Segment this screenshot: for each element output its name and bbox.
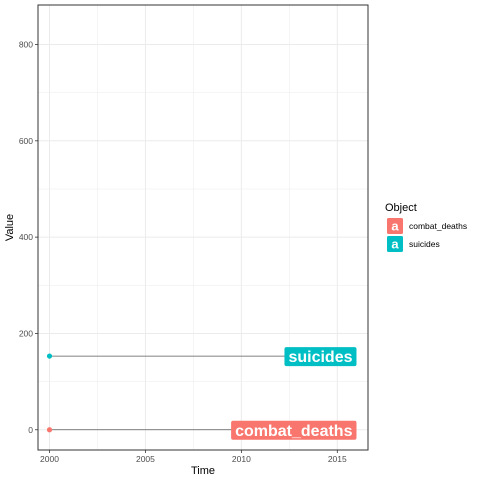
axes: 2000 2005 2010 2015 0 200 400 600 800: [19, 39, 347, 464]
legend-label-suicides: suicides: [409, 239, 440, 249]
legend-key-suicides: [387, 236, 403, 252]
y-tick-label: 200: [19, 328, 33, 338]
data-layer: combat_deaths suicides: [46, 347, 357, 440]
x-tick-label: 2000: [40, 454, 59, 464]
y-tick-label: 600: [19, 136, 33, 146]
x-tick-label: 2005: [136, 454, 155, 464]
legend-key-combat_deaths: [387, 218, 403, 234]
y-tick-label: 800: [19, 39, 33, 49]
plot-panel-border: [37, 4, 369, 451]
x-axis-title: Time: [191, 465, 215, 477]
end-label-text-combat_deaths: combat_deaths: [235, 423, 352, 440]
series-point-suicides: [46, 353, 53, 359]
end-label-box-suicides: [284, 347, 357, 367]
end-label-box-combat_deaths: [231, 420, 357, 440]
legend-key-letter-suicides: a: [391, 237, 399, 252]
end-label-suicides: suicides: [284, 347, 357, 367]
y-axis-title: Value: [4, 214, 16, 241]
y-tick-label: 400: [19, 232, 33, 242]
y-tick-label: 0: [28, 425, 33, 435]
legend-title: Object: [385, 202, 417, 214]
end-label-text-suicides: suicides: [288, 349, 352, 366]
legend-key-letter-combat_deaths: a: [391, 219, 399, 234]
end-label-combat_deaths: combat_deaths: [231, 420, 357, 440]
x-tick-label: 2015: [328, 454, 347, 464]
series-point-combat_deaths: [46, 427, 53, 433]
legend-label-combat_deaths: combat_deaths: [409, 221, 467, 231]
x-tick-label: 2010: [232, 454, 251, 464]
